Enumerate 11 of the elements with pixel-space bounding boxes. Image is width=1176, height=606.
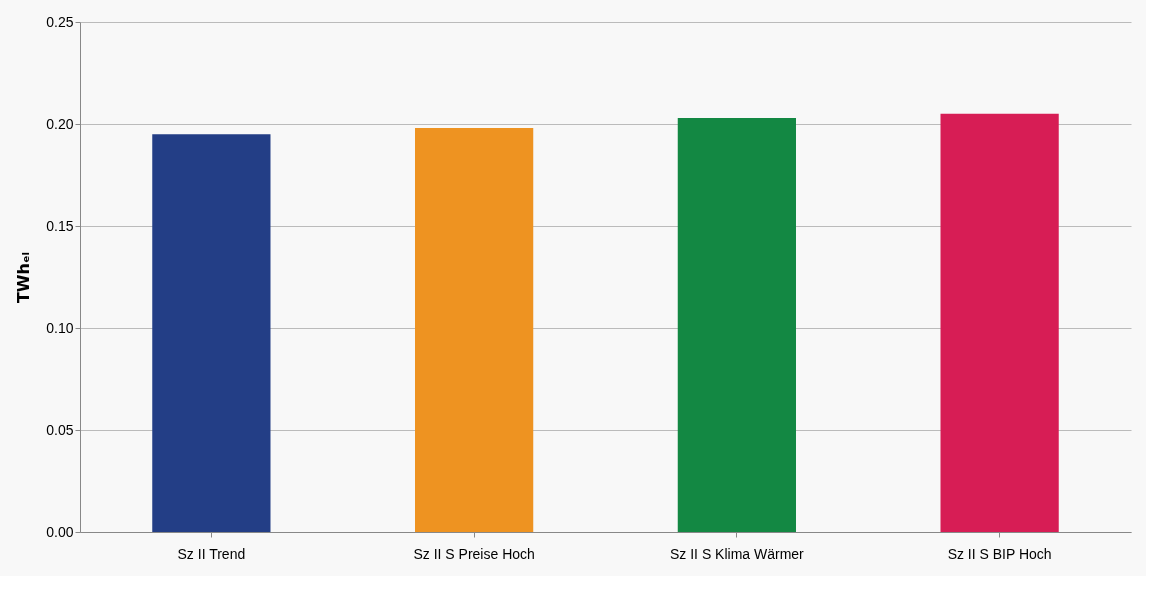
y-tick-label: 0.00	[46, 523, 74, 540]
y-axis-title: TWhₑₗ	[14, 251, 34, 304]
y-tick-label: 0.20	[46, 115, 74, 132]
x-tick-label: Sz II S Preise Hoch	[413, 545, 535, 562]
y-tick-label: 0.10	[46, 319, 74, 336]
x-tick-label: Sz II S BIP Hoch	[947, 545, 1052, 562]
x-tick-label: Sz II Trend	[177, 545, 246, 562]
x-tick-label: Sz II S Klima Wärmer	[669, 545, 805, 562]
y-tick-label: 0.15	[46, 217, 74, 234]
y-tick-label: 0.25	[46, 13, 74, 30]
y-tick-label: 0.05	[46, 421, 74, 438]
